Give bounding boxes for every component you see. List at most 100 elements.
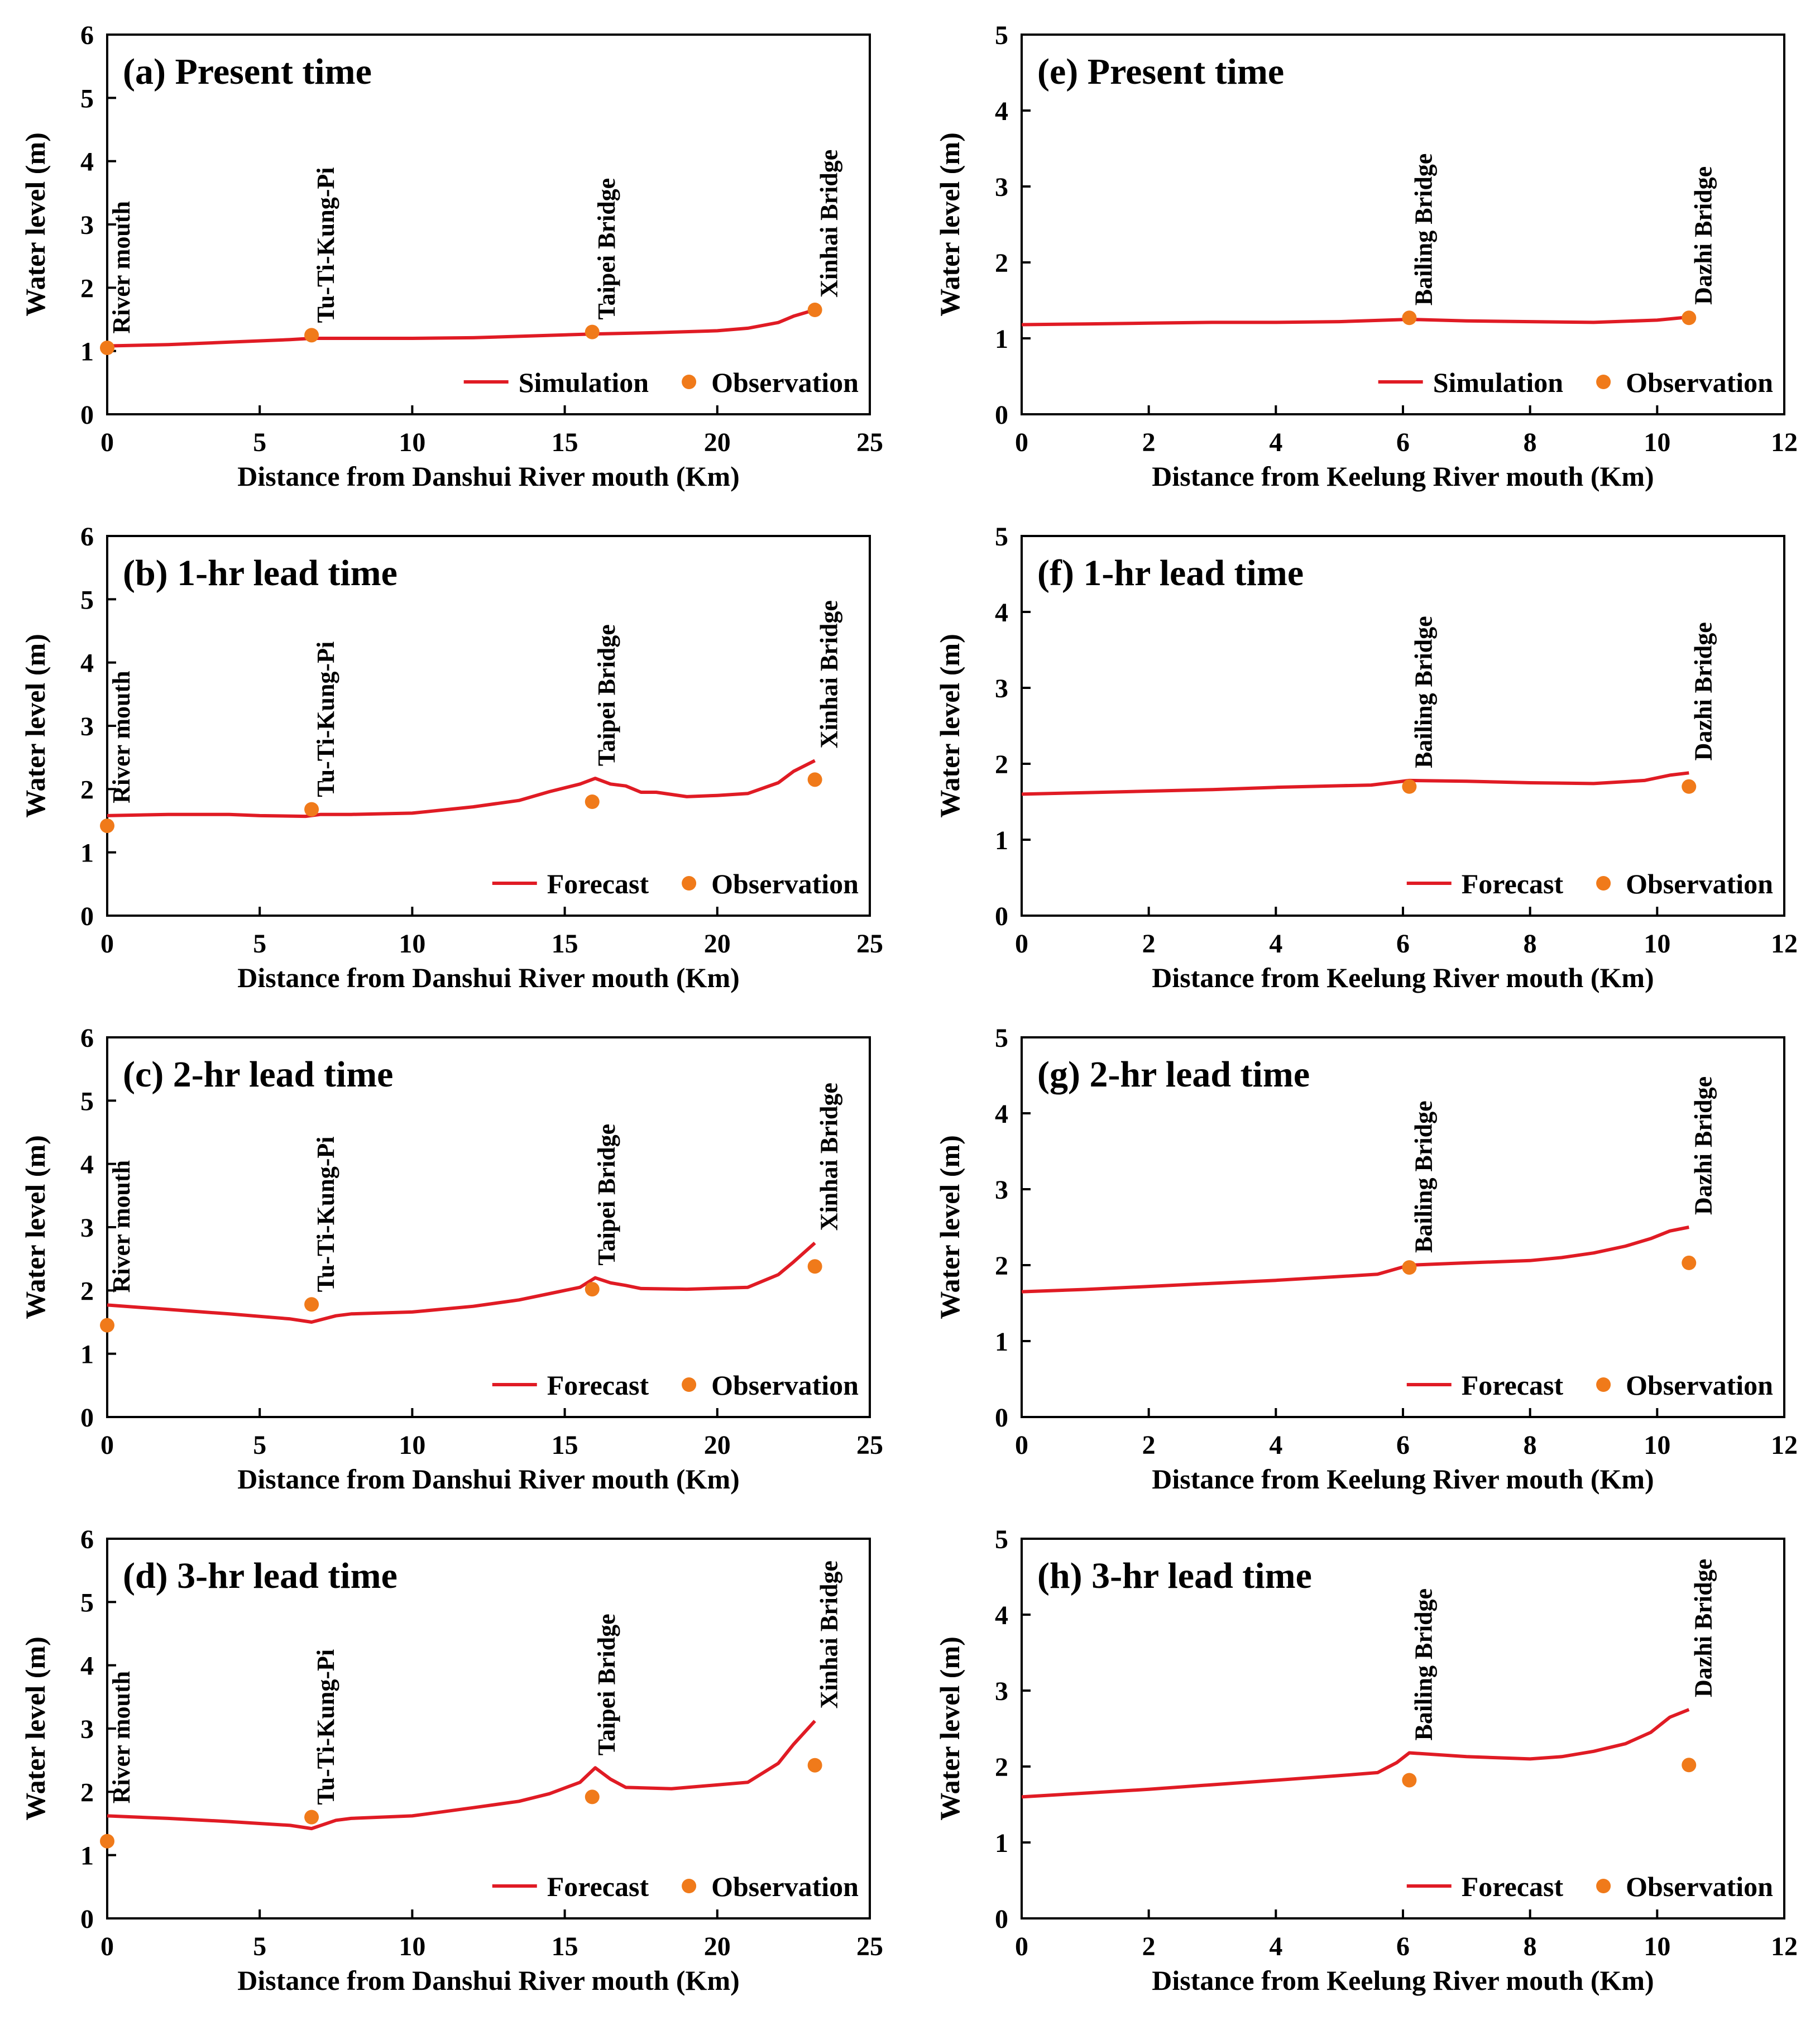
series-line-forecast bbox=[1021, 1226, 1689, 1294]
y-tick-label: 1 bbox=[80, 1340, 94, 1370]
legend-observation-marker bbox=[682, 876, 697, 891]
legend-label-forecast: Forecast bbox=[1462, 868, 1564, 899]
chart-panel-c: 0 5 10 15 20 25 0 1 2 3 4 5 6 Distance from Danshui R… bbox=[20, 1023, 883, 1495]
y-tick-label: 3 bbox=[995, 173, 1008, 202]
x-tick-label: 5 bbox=[253, 929, 266, 959]
y-tick-label: 4 bbox=[995, 598, 1008, 628]
y-axis-label: Water level (m) bbox=[934, 132, 965, 317]
panel-title: (g) 2-hr lead time bbox=[1037, 1054, 1310, 1095]
x-tick-label: 25 bbox=[856, 1932, 883, 1961]
chart-panel-b: 0 5 10 15 20 25 0 1 2 3 4 5 6 Distance from Danshui R… bbox=[20, 522, 883, 993]
legend-observation-marker bbox=[682, 1879, 697, 1893]
x-axis-label: Distance from Danshui River mouth (Km) bbox=[237, 461, 740, 492]
y-tick-label: 6 bbox=[80, 1023, 94, 1053]
x-axis-label: Distance from Keelung River mouth (Km) bbox=[1152, 1463, 1654, 1495]
x-tick-label: 15 bbox=[552, 428, 578, 457]
series-line-forecast bbox=[107, 759, 816, 818]
y-tick-label: 6 bbox=[80, 1525, 94, 1554]
y-tick-label: 5 bbox=[80, 585, 94, 615]
y-tick-label: 0 bbox=[995, 902, 1008, 931]
observation-point bbox=[585, 1789, 600, 1804]
y-tick-label: 3 bbox=[995, 1175, 1008, 1205]
x-tick-label: 6 bbox=[1396, 1932, 1410, 1961]
x-tick-label: 12 bbox=[1771, 1932, 1798, 1961]
legend-label-simulation: Simulation bbox=[519, 367, 649, 398]
series-line-forecast bbox=[107, 1720, 816, 1831]
panel-title: (a) Present time bbox=[123, 51, 372, 92]
y-tick-label: 4 bbox=[80, 649, 94, 678]
station-label: Bailing Bridge bbox=[1410, 154, 1437, 306]
y-tick-label: 3 bbox=[80, 210, 94, 240]
legend-label-simulation: Simulation bbox=[1433, 367, 1564, 398]
x-tick-label: 6 bbox=[1396, 929, 1410, 959]
x-tick-label: 8 bbox=[1524, 929, 1537, 959]
x-tick-label: 25 bbox=[856, 929, 883, 959]
x-tick-label: 2 bbox=[1142, 1430, 1156, 1460]
observation-point bbox=[100, 1834, 114, 1849]
station-label: Taipei Bridge bbox=[593, 624, 620, 766]
legend-label-forecast: Forecast bbox=[547, 868, 649, 899]
observation-point bbox=[585, 1282, 600, 1297]
x-tick-label: 10 bbox=[1644, 929, 1670, 959]
x-axis-label: Distance from Keelung River mouth (Km) bbox=[1152, 461, 1654, 492]
x-tick-label: 25 bbox=[856, 1430, 883, 1460]
y-tick-label: 1 bbox=[80, 337, 94, 367]
y-axis-label: Water level (m) bbox=[20, 132, 51, 317]
station-label: Dazhi Bridge bbox=[1689, 1559, 1717, 1697]
y-tick-label: 1 bbox=[80, 1841, 94, 1871]
x-tick-label: 2 bbox=[1142, 428, 1156, 457]
x-axis-label: Distance from Danshui River mouth (Km) bbox=[237, 1965, 740, 1996]
x-tick-label: 5 bbox=[253, 428, 266, 457]
y-tick-label: 1 bbox=[995, 324, 1008, 354]
x-tick-label: 0 bbox=[100, 1932, 114, 1961]
y-tick-label: 0 bbox=[80, 400, 94, 430]
y-tick-label: 5 bbox=[995, 21, 1008, 50]
x-axis-label: Distance from Keelung River mouth (Km) bbox=[1152, 962, 1654, 993]
station-label: River mouth bbox=[108, 671, 135, 803]
y-tick-label: 5 bbox=[995, 1525, 1008, 1554]
panel-title: (c) 2-hr lead time bbox=[123, 1054, 393, 1095]
legend-observation-marker bbox=[682, 1377, 697, 1392]
y-tick-label: 0 bbox=[995, 1403, 1008, 1433]
legend-observation-marker bbox=[1596, 1377, 1611, 1392]
x-axis-label: Distance from Danshui River mouth (Km) bbox=[237, 1463, 740, 1495]
y-tick-label: 2 bbox=[80, 1276, 94, 1306]
station-label: Taipei Bridge bbox=[593, 178, 620, 320]
y-axis-label: Water level (m) bbox=[934, 1135, 965, 1319]
observation-point bbox=[1682, 310, 1697, 326]
legend-observation-marker bbox=[1596, 375, 1611, 389]
station-label: Taipei Bridge bbox=[593, 1614, 620, 1755]
legend-observation-marker bbox=[1596, 876, 1611, 891]
x-tick-label: 12 bbox=[1771, 1430, 1798, 1460]
station-label: Bailing Bridge bbox=[1410, 1100, 1437, 1253]
y-tick-label: 6 bbox=[80, 21, 94, 50]
x-tick-label: 4 bbox=[1269, 428, 1282, 457]
station-label: River mouth bbox=[108, 1160, 135, 1293]
station-label: Bailing Bridge bbox=[1410, 1588, 1437, 1741]
legend-label-observation: Observation bbox=[711, 868, 859, 899]
x-tick-label: 20 bbox=[704, 929, 731, 959]
x-tick-label: 4 bbox=[1269, 1430, 1282, 1460]
y-tick-label: 4 bbox=[80, 1652, 94, 1681]
station-label: Bailing Bridge bbox=[1410, 616, 1437, 768]
y-tick-label: 0 bbox=[995, 1904, 1008, 1934]
x-axis-label: Distance from Danshui River mouth (Km) bbox=[237, 962, 740, 993]
y-axis-label: Water level (m) bbox=[934, 634, 965, 818]
y-tick-label: 5 bbox=[80, 1086, 94, 1116]
y-tick-label: 5 bbox=[80, 84, 94, 113]
x-tick-label: 8 bbox=[1524, 428, 1537, 457]
y-tick-label: 2 bbox=[80, 1778, 94, 1807]
observation-point bbox=[100, 1318, 114, 1333]
station-label: Xinhai Bridge bbox=[816, 600, 843, 748]
y-tick-label: 2 bbox=[995, 750, 1008, 779]
station-label: Tu-Ti-Kung-Pi bbox=[312, 1136, 339, 1292]
y-tick-label: 0 bbox=[995, 400, 1008, 430]
x-tick-label: 20 bbox=[704, 428, 731, 457]
observation-point bbox=[304, 1297, 319, 1312]
x-tick-label: 10 bbox=[399, 1430, 425, 1460]
y-tick-label: 3 bbox=[80, 1715, 94, 1744]
station-label: River mouth bbox=[108, 201, 135, 334]
x-axis-label: Distance from Keelung River mouth (Km) bbox=[1152, 1965, 1654, 1996]
